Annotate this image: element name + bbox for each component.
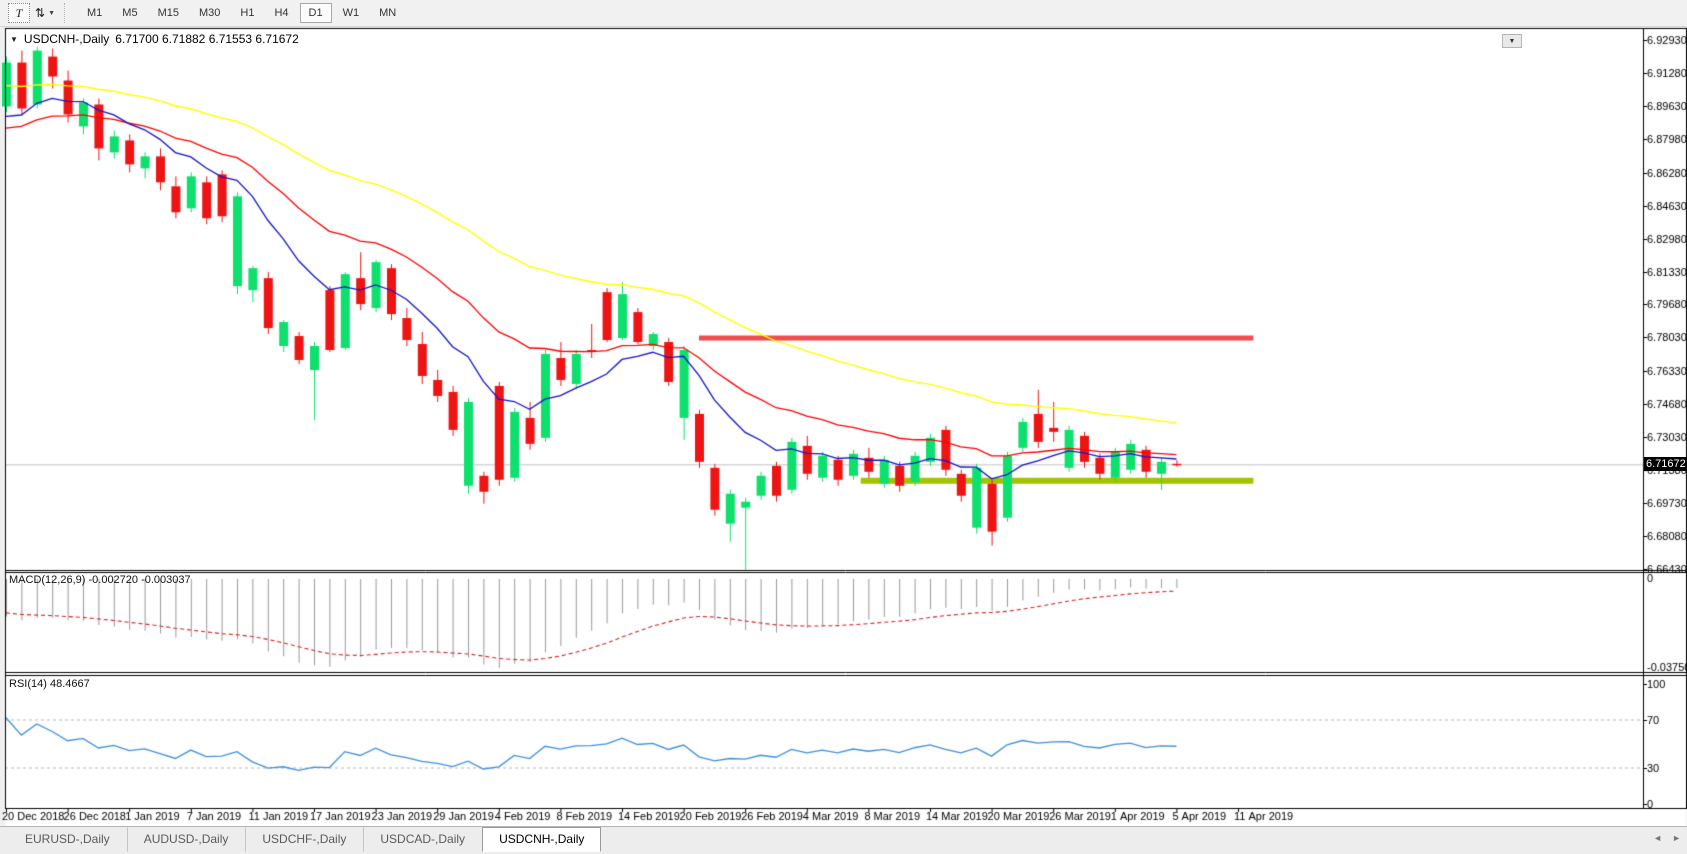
symbol-tab-eurusddaily[interactable]: EURUSD-,Daily [25,832,110,846]
macd-signal-value: -0.003037 [141,574,191,586]
chart-menu-triangle-icon[interactable]: ▼ [10,34,18,44]
chart-ohlc-values: 6.71700 6.71882 6.71553 6.71672 [115,32,299,46]
timeframe-button-M30[interactable]: M30 [190,3,229,23]
timeframe-button-W1[interactable]: W1 [334,3,369,23]
rsi-name: RSI(14) [9,678,47,690]
timeframe-button-M5[interactable]: M5 [113,3,146,23]
timeframe-button-H4[interactable]: H4 [265,3,297,23]
tab-scroll-left-button[interactable]: ◄ [1653,833,1663,843]
timeframe-button-M1[interactable]: M1 [78,3,111,23]
symbol-tab-audusddaily[interactable]: AUDUSD-,Daily [126,827,246,852]
cursor-tool-button[interactable]: ⇅ ▼ [34,3,56,23]
timeframe-button-H1[interactable]: H1 [231,3,263,23]
rsi-value: 48.4667 [49,678,90,690]
chart-title: ▼ USDCNH-,Daily 6.71700 6.71882 6.71553 … [10,32,299,46]
symbol-tab-usdcaddaily[interactable]: USDCAD-,Daily [363,827,482,852]
timeframe-button-M15[interactable]: M15 [149,3,188,23]
text-tool-button[interactable]: T [8,3,30,23]
timeframe-group: M1 M5 M15 M30 H1 H4 D1 W1 MN [77,3,406,23]
rsi-indicator-label: RSI(14) 48.4667 [9,678,90,690]
symbol-tab-usdchfdaily[interactable]: USDCHF-,Daily [245,827,363,852]
timeframe-button-MN[interactable]: MN [370,3,405,23]
symbol-tabbar: EURUSD-,Daily AUDUSD-,Daily USDCHF-,Daily U… [0,826,1687,854]
timeframe-button-D1[interactable]: D1 [299,3,332,23]
toolbar-grip[interactable] [64,3,71,23]
current-price-badge: 6.71672 [1644,457,1687,471]
symbol-tabs: EURUSD-,Daily AUDUSD-,Daily USDCHF-,Daily U… [8,827,602,852]
toolbar: T ⇅ ▼ M1 M5 M15 M30 H1 H4 D1 W1 MN [0,0,1687,27]
dropdown-caret-icon: ▼ [48,9,55,17]
macd-name: MACD(12,26,9) [9,574,86,586]
macd-main-value: -0.002720 [88,574,139,586]
symbol-tab-usdcnhdaily[interactable]: USDCNH-,Daily [482,827,602,852]
chart-dropdown-button[interactable]: ▼ [1502,34,1522,48]
tab-scroll-right-button[interactable]: ► [1672,833,1681,843]
chart-symbol-label: USDCNH-,Daily [23,32,110,46]
macd-indicator-label: MACD(12,26,9) -0.002720 -0.003037 [9,574,191,586]
cursor-tool-icon: ⇅ [35,6,46,20]
tab-scroll-buttons: ◄ ► [1653,833,1681,843]
